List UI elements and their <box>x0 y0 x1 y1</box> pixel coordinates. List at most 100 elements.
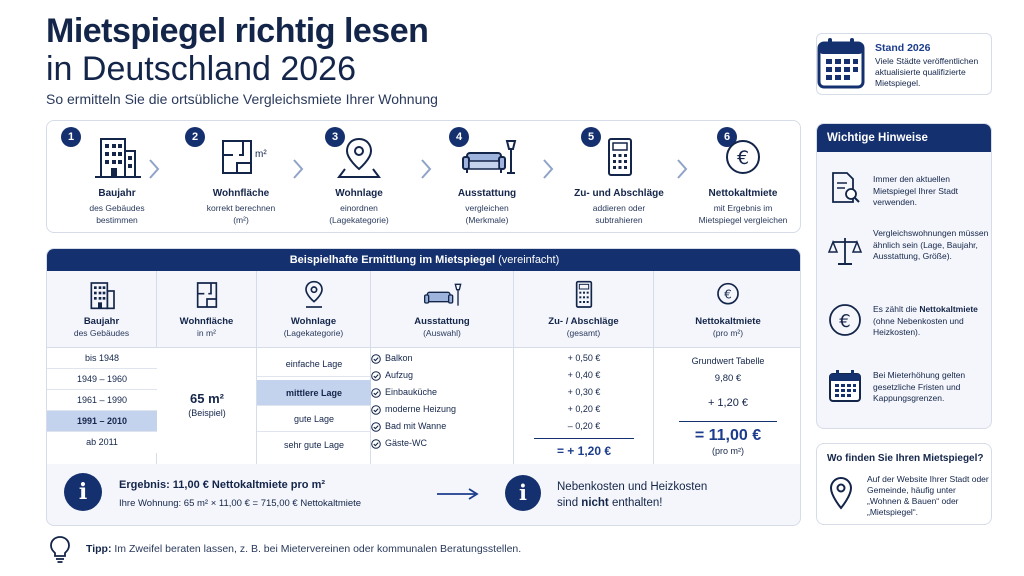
page-title-line1: Mietspiegel richtig lesen <box>46 12 429 50</box>
hinweis-text: Immer den aktuellen Mietspiegel Ihrer St… <box>873 174 959 207</box>
svg-text:€: € <box>737 147 749 169</box>
step-desc: einordnen (Lagekategorie) <box>329 203 389 225</box>
info-icon: i <box>64 473 102 511</box>
step-1: 1 Baujahr des Gebäudes bestimmen <box>57 121 177 234</box>
ausstattung-item: moderne Heizung <box>385 404 457 414</box>
lage-row-selected: mittlere Lage <box>257 380 371 406</box>
lage-row: sehr gute Lage <box>283 440 345 450</box>
building-icon <box>95 138 141 178</box>
ausstattung-item: Einbauküche <box>385 387 438 397</box>
zu-total: = + 1,20 € <box>556 444 612 458</box>
floorplan-unit: m² <box>255 149 267 160</box>
example-table: Beispielhafte Ermittlung im Mietspiegel … <box>46 248 801 526</box>
scale-icon <box>827 238 863 265</box>
nebenkosten-note: Nebenkosten und Heizkosten sind nicht ent… <box>557 481 708 509</box>
hinweis-text: Bei Mieterhöhung gelten gesetzliche Fris… <box>873 370 966 403</box>
wo-finden-title: Wo finden Sie Ihren Mietspiegel? <box>827 453 984 464</box>
ausstattung-item: Gäste-WC <box>385 438 428 448</box>
lage-row: einfache Lage <box>257 351 371 377</box>
step-3: 3 Wohnlage einordnen (Lagekategorie) <box>299 121 419 234</box>
step-desc: vergleichen (Merkmale) <box>465 203 509 225</box>
hinweise-panel: Wichtige Hinweise Immer den aktuellen Mi… <box>816 123 992 429</box>
ausstattung-item: Bad mit Wanne <box>385 421 447 431</box>
step-title: Nettokaltmiete <box>708 188 778 199</box>
hinweise-title: Wichtige Hinweise <box>817 124 991 152</box>
location-pin-icon <box>337 137 381 178</box>
arrow-right-icon <box>437 488 479 500</box>
calculator-icon <box>575 280 592 308</box>
lage-row: gute Lage <box>257 406 371 432</box>
wo-finden-box: Wo finden Sie Ihren Mietspiegel? Auf der… <box>816 443 992 525</box>
col-header-wohnflaeche: Wohnfläche in m² <box>157 271 257 347</box>
result-per-m2: = 11,00 € <box>694 427 762 444</box>
table-title: Beispielhafte Ermittlung im Mietspiegel … <box>47 249 800 271</box>
floorplan-icon <box>196 282 217 308</box>
zu-value: + 0,40 € <box>567 370 601 380</box>
location-pin-icon <box>304 280 323 308</box>
chevron-right-icon <box>677 159 688 179</box>
step-number: 5 <box>581 127 601 147</box>
page-title-line2: in Deutschland 2026 <box>46 50 357 88</box>
document-search-icon <box>832 172 860 203</box>
plus-value: + 1,20 € <box>707 397 749 409</box>
page-subtitle: So ermitteln Sie die ortsübliche Verglei… <box>46 91 438 107</box>
result-text: Ihre Wohnung: 65 m² × 11,00 € = 715,00 €… <box>119 498 362 509</box>
wo-finden-text: Auf der Website Ihrer Stadt oder Gemeind… <box>867 474 989 517</box>
calendar-icon <box>829 370 861 402</box>
col-header-wohnlage: Wohnlage (Lagekategorie) <box>257 271 371 347</box>
flaeche-value: 65 m² <box>190 391 224 406</box>
result-title: Ergebnis: 11,00 € Nettokaltmiete pro m² <box>119 479 326 491</box>
steps-panel: 1 Baujahr des Gebäudes bestimmen 2 m² Woh… <box>46 120 801 233</box>
check-circle-icon <box>371 405 381 415</box>
info-icon: i <box>505 475 541 511</box>
zu-value: – 0,20 € <box>567 421 601 431</box>
check-circle-icon <box>371 388 381 398</box>
step-5: 5 Zu- und Abschläge addieren oder subtrah… <box>559 121 679 234</box>
ausstattung-item: Balkon <box>385 353 413 363</box>
col-header-nettokaltmiete: € Nettokaltmiete (pro m²) <box>654 271 800 347</box>
check-circle-icon <box>371 439 381 449</box>
zu-value: + 0,30 € <box>567 387 601 397</box>
ausstattung-item: Aufzug <box>385 370 414 380</box>
step-number: 1 <box>61 127 81 147</box>
chevron-right-icon <box>543 159 554 179</box>
euro-icon: € <box>829 304 861 336</box>
grundwert-label: Grundwert Tabelle <box>691 356 765 366</box>
calendar-icon <box>817 38 865 89</box>
col-header-zuabschlaege: Zu- / Abschläge (gesamt) <box>514 271 654 347</box>
check-circle-icon <box>371 422 381 432</box>
grundwert-value: 9,80 € <box>714 373 742 384</box>
step-number: 3 <box>325 127 345 147</box>
svg-text:€: € <box>724 287 732 301</box>
step-number: 4 <box>449 127 469 147</box>
stand-box: Stand 2026 Viele Städte veröffentlichen … <box>816 33 992 95</box>
tip-text: Tipp: Im Zweifel beraten lassen, z. B. b… <box>86 543 522 555</box>
step-number: 2 <box>185 127 205 147</box>
step-title: Zu- und Abschläge <box>574 188 664 199</box>
step-desc: addieren oder subtrahieren <box>592 203 646 225</box>
sofa-lamp-icon <box>424 283 462 306</box>
euro-icon: € <box>726 140 760 174</box>
lightbulb-icon <box>50 536 70 563</box>
floorplan-icon: m² <box>222 140 267 174</box>
baujahr-row: ab 2011 <box>47 432 157 453</box>
sofa-lamp-icon <box>462 140 517 174</box>
hinweis-text: Es zählt die Netto­kaltmiete (ohne Neben… <box>873 304 978 337</box>
hinweis-text: Vergleichswohnungen müssen ähnlich sein … <box>873 228 989 261</box>
zu-value: + 0,20 € <box>567 404 601 414</box>
step-title: Wohnfläche <box>212 188 270 199</box>
step-desc: korrekt berechnen (m²) <box>206 203 276 225</box>
location-pin-icon <box>829 476 853 510</box>
zu-value: + 0,50 € <box>567 353 601 363</box>
svg-text:€: € <box>839 311 850 332</box>
step-2: 2 m² Wohnfläche korrekt berechnen (m²) <box>181 121 301 234</box>
check-circle-icon <box>371 371 381 381</box>
calculator-icon <box>608 138 632 176</box>
stand-title: Stand 2026 <box>875 42 931 54</box>
col-header-baujahr: Baujahr des Gebäudes <box>47 271 157 347</box>
col-header-ausstattung: Ausstattung (Auswahl) <box>371 271 514 347</box>
flaeche-note: (Beispiel) <box>188 408 226 418</box>
stand-text: Viele Städte veröffentlichen aktualisier… <box>875 56 979 88</box>
result-unit: (pro m²) <box>712 446 744 456</box>
baujahr-row: bis 1948 <box>47 348 157 369</box>
